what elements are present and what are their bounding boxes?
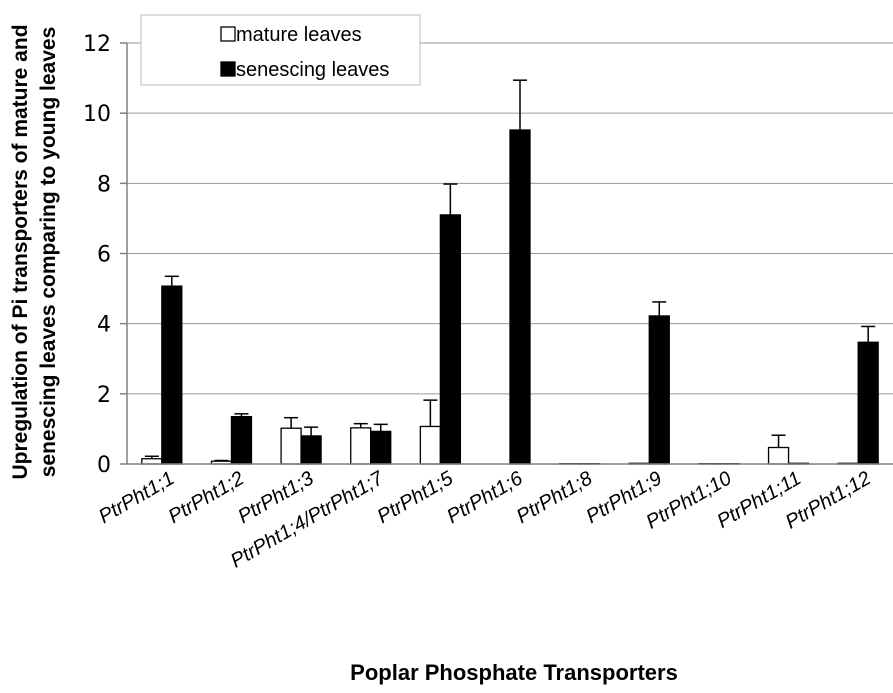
bar-senescing-leaves (230, 415, 253, 465)
y-tick-labels: 0 2 4 6 8 10 12 (83, 32, 127, 478)
legend: mature leaves senescing leaves (140, 14, 421, 86)
bar-mature-leaves (141, 458, 163, 465)
bar-mature-leaves (419, 425, 442, 465)
bar-senescing-leaves (509, 129, 531, 465)
x-tick-labels: PtrPht1;1PtrPht1;2PtrPht1;3PtrPht1;4/Ptr… (95, 467, 875, 573)
x-tick-label: PtrPht1;2 (165, 467, 248, 528)
x-tick-label: PtrPht1;5 (374, 467, 458, 528)
x-axis-title: Poplar Phosphate Transporters (350, 660, 678, 685)
y-tick-label: 12 (83, 32, 111, 57)
bar-senescing-leaves (439, 214, 462, 465)
legend-label-senescing-leaves: senescing leaves (236, 59, 389, 81)
bar-senescing-leaves (857, 341, 879, 465)
bar-senescing-leaves (648, 315, 670, 465)
x-tick-label: PtrPht1;6 (443, 467, 527, 528)
bar-senescing-leaves (161, 285, 183, 465)
y-tick-label: 6 (97, 243, 111, 268)
bar-senescing-leaves (370, 430, 392, 465)
legend-label-mature-leaves: mature leaves (236, 24, 362, 46)
y-tick-label: 0 (97, 453, 111, 478)
y-tick-label: 10 (83, 102, 111, 127)
bar-mature-leaves (280, 427, 302, 465)
bar-mature-leaves (767, 446, 790, 465)
y-axis-title-line2: senescing leaves comparing to young leav… (37, 27, 60, 478)
y-tick-label: 4 (97, 313, 111, 338)
y-tick-label: 2 (97, 383, 111, 408)
bar-mature-leaves (350, 427, 372, 465)
bar-senescing-leaves (300, 435, 322, 465)
y-axis-title-line1: Upregulation of Pi transporters of matur… (9, 24, 32, 479)
bars (141, 79, 879, 465)
legend-swatch-senescing-leaves (220, 61, 236, 77)
y-tick-label: 8 (97, 172, 111, 197)
x-tick-label: PtrPht1;8 (513, 467, 596, 528)
legend-box (140, 14, 421, 86)
legend-swatch-mature-leaves (220, 26, 236, 42)
